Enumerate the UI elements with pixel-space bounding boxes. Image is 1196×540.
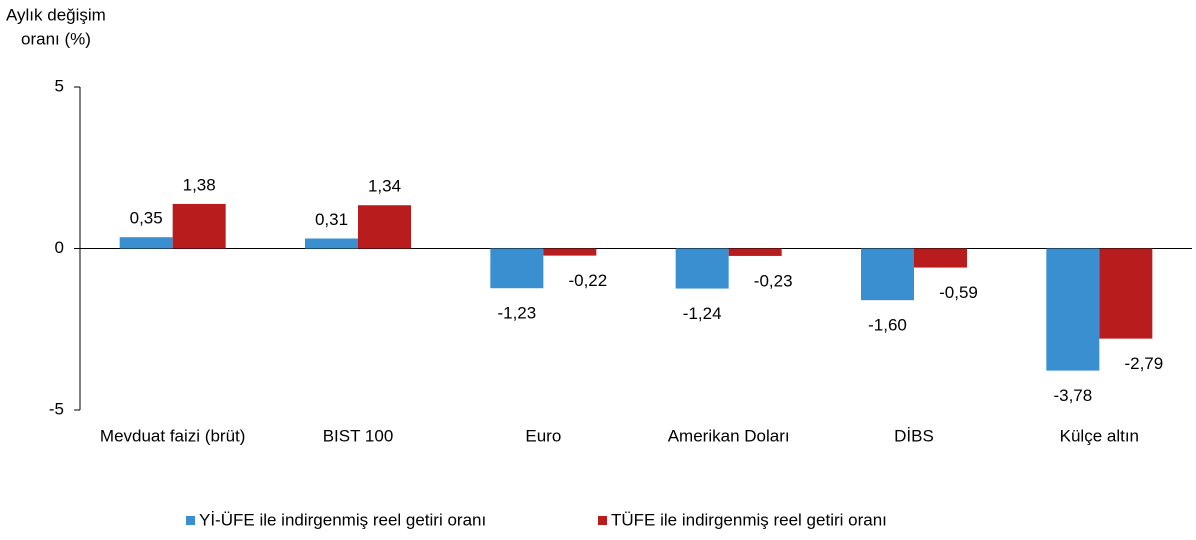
bar xyxy=(172,203,226,249)
data-label: -1,23 xyxy=(497,304,536,323)
data-label: -1,24 xyxy=(683,304,722,323)
bar xyxy=(119,237,173,249)
x-tick-label: Mevduat faizi (brüt) xyxy=(100,426,246,445)
y-tick-label: 0 xyxy=(55,238,64,257)
x-tick-label: Amerikan Doları xyxy=(668,426,790,445)
bar xyxy=(543,248,597,256)
x-tick-label: BIST 100 xyxy=(323,426,394,445)
bar xyxy=(490,248,544,289)
data-label: 1,34 xyxy=(368,177,401,196)
data-label: -1,60 xyxy=(868,316,907,335)
data-label: 1,38 xyxy=(183,175,216,194)
data-label: 0,31 xyxy=(315,210,348,229)
bar xyxy=(675,248,729,289)
legend-swatch xyxy=(186,516,195,525)
data-label: -0,23 xyxy=(754,271,793,290)
data-label: -0,59 xyxy=(939,283,978,302)
y-axis-label: Aylık değişim xyxy=(6,5,106,24)
x-tick-label: Külçe altın xyxy=(1060,426,1139,445)
bar xyxy=(1099,248,1153,339)
bar xyxy=(1046,248,1100,371)
legend-label: Yİ-ÜFE ile indirgenmiş reel getiri oranı xyxy=(199,510,486,529)
y-tick-label: -5 xyxy=(49,399,64,418)
y-axis-label: oranı (%) xyxy=(21,29,91,48)
x-tick-label: Euro xyxy=(525,426,561,445)
data-label: -0,22 xyxy=(568,271,607,290)
data-label: -3,78 xyxy=(1053,386,1092,405)
x-tick-label: DİBS xyxy=(894,426,934,445)
bar xyxy=(861,248,914,301)
bar xyxy=(728,248,782,256)
bar xyxy=(305,238,358,249)
data-label: -2,79 xyxy=(1124,354,1163,373)
legend-label: TÜFE ile indirgenmiş reel getiri oranı xyxy=(611,510,887,529)
data-label: 0,35 xyxy=(130,209,163,228)
y-tick-label: 5 xyxy=(55,76,64,95)
legend-swatch xyxy=(598,516,607,525)
bar xyxy=(914,248,967,268)
bar xyxy=(358,205,411,249)
